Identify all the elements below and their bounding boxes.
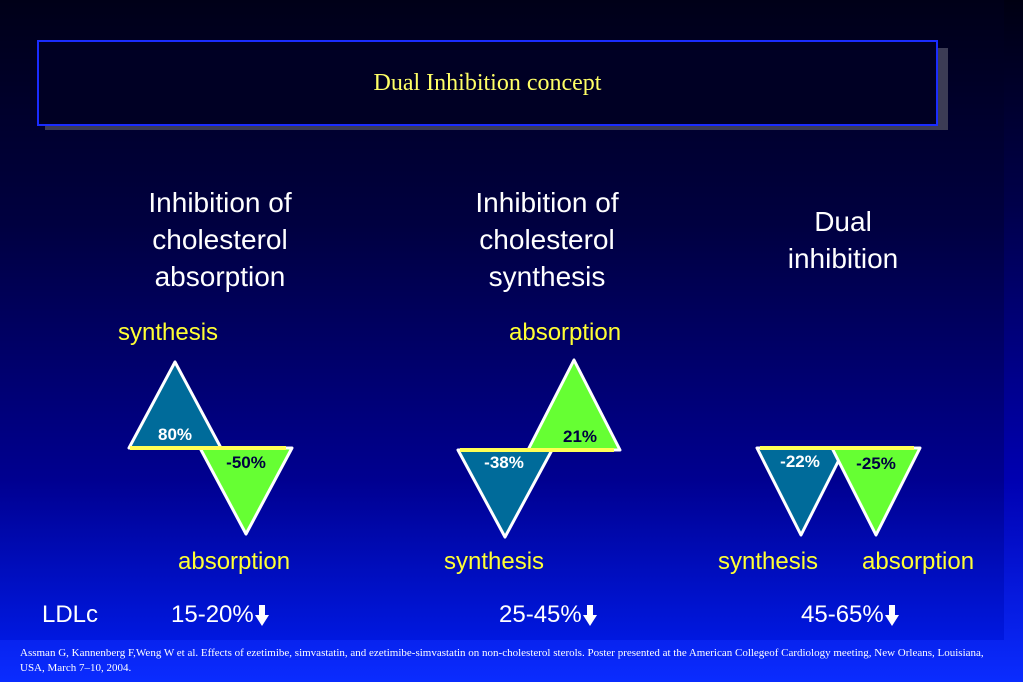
value-minus-22: -22% — [780, 452, 820, 471]
heading-absorption-inhibition: Inhibition of cholesterol absorption — [148, 187, 292, 292]
label-dual-synthesis: synthesis — [718, 548, 819, 575]
ldlc-value-3-text: 45-65% — [801, 601, 884, 628]
label-absorption-top: absorption — [509, 319, 622, 346]
down-arrow-icon — [254, 604, 269, 626]
ldlc-value-3: 45-65% — [801, 601, 899, 629]
down-arrow-icon — [884, 604, 899, 626]
ldlc-value-2: 25-45% — [499, 601, 597, 629]
ldlc-value-1: 15-20% — [171, 601, 269, 629]
heading-synthesis-inhibition: Inhibition of cholesterol synthesis — [475, 187, 619, 292]
down-arrow-icon — [582, 604, 597, 626]
ldlc-value-1-text: 15-20% — [171, 601, 254, 628]
slide-title: Dual Inhibition concept — [373, 69, 602, 96]
label-synthesis-bottom: synthesis — [444, 548, 545, 575]
value-80: 80% — [158, 425, 192, 444]
value-minus-50: -50% — [226, 453, 266, 472]
label-dual-absorption: absorption — [862, 548, 975, 575]
value-minus-38: -38% — [484, 453, 524, 472]
value-minus-25: -25% — [856, 454, 896, 473]
value-21: 21% — [563, 427, 597, 446]
ldlc-value-2-text: 25-45% — [499, 601, 582, 628]
label-synthesis-top: synthesis — [118, 319, 219, 346]
citation-footnote: Assman G, Kannenberg F,Weng W et al. Eff… — [20, 647, 984, 674]
label-absorption-bottom: absorption — [178, 548, 291, 575]
heading-dual-inhibition: Dual inhibition — [787, 206, 899, 274]
title-box: Dual Inhibition concept — [37, 40, 938, 126]
ldlc-label: LDLc — [42, 601, 99, 628]
